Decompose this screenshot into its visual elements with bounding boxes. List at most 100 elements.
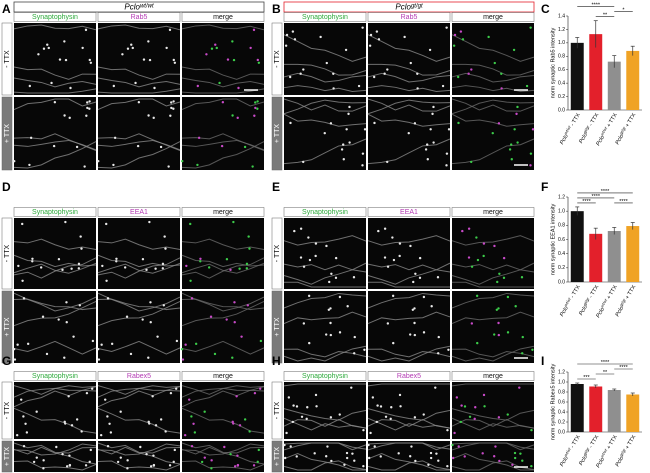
puncta bbox=[437, 459, 440, 462]
puncta bbox=[119, 410, 122, 413]
puncta bbox=[287, 396, 291, 399]
puncta bbox=[353, 459, 356, 462]
micrograph bbox=[452, 218, 534, 289]
puncta bbox=[84, 28, 88, 32]
category-gene: Pclo bbox=[579, 455, 590, 467]
panel-letter: I bbox=[541, 354, 544, 368]
puncta bbox=[470, 322, 474, 325]
channel-label: merge bbox=[483, 209, 503, 216]
category-treatment: - TTX bbox=[570, 284, 582, 299]
puncta bbox=[126, 47, 130, 50]
puncta bbox=[63, 40, 66, 43]
puncta bbox=[437, 335, 440, 339]
micrograph bbox=[368, 382, 450, 439]
puncta bbox=[363, 348, 366, 352]
puncta bbox=[302, 322, 306, 325]
puncta bbox=[121, 53, 124, 56]
puncta bbox=[445, 164, 448, 167]
row-label: + TTX bbox=[274, 124, 281, 143]
puncta bbox=[106, 415, 109, 418]
puncta bbox=[291, 30, 295, 33]
neurite bbox=[367, 63, 451, 76]
puncta bbox=[376, 404, 379, 407]
significance-label: **** bbox=[591, 3, 600, 9]
puncta bbox=[28, 84, 32, 88]
puncta bbox=[86, 101, 89, 104]
category-allele: wt/wt bbox=[563, 296, 572, 307]
neurite bbox=[13, 301, 97, 327]
neurite bbox=[13, 298, 97, 311]
puncta bbox=[497, 307, 500, 310]
channel-box bbox=[181, 12, 265, 22]
puncta bbox=[493, 61, 496, 65]
neurite bbox=[13, 446, 97, 465]
puncta bbox=[91, 387, 94, 390]
category-treatment: + TTX bbox=[625, 434, 638, 450]
neurite bbox=[451, 63, 535, 76]
neurite bbox=[451, 138, 535, 165]
puncta bbox=[343, 463, 346, 466]
puncta bbox=[447, 128, 451, 131]
neurite bbox=[13, 24, 97, 31]
puncta bbox=[291, 420, 295, 424]
puncta bbox=[413, 307, 416, 310]
puncta bbox=[64, 58, 68, 62]
puncta bbox=[22, 297, 26, 300]
puncta bbox=[329, 307, 332, 310]
puncta bbox=[530, 428, 533, 432]
neurite bbox=[13, 133, 97, 152]
puncta bbox=[154, 424, 158, 427]
puncta bbox=[531, 348, 534, 352]
bar bbox=[570, 384, 584, 432]
channel-box bbox=[13, 371, 97, 381]
puncta bbox=[112, 84, 116, 88]
puncta bbox=[253, 114, 256, 117]
puncta bbox=[324, 455, 328, 458]
puncta bbox=[61, 452, 64, 456]
puncta bbox=[373, 445, 376, 448]
genotype-label: Pclogt/gt bbox=[395, 3, 423, 12]
category-allele: gt/gt bbox=[582, 124, 591, 134]
neurite bbox=[97, 301, 181, 327]
neurite bbox=[181, 254, 265, 268]
neurite bbox=[367, 292, 451, 309]
puncta bbox=[252, 464, 256, 467]
puncta bbox=[233, 321, 236, 324]
puncta bbox=[72, 335, 75, 338]
significance-label: * bbox=[622, 8, 625, 14]
puncta bbox=[521, 335, 524, 339]
panel-letter: G bbox=[2, 354, 11, 368]
y-tick-label: 0.2 bbox=[558, 94, 565, 100]
puncta bbox=[418, 256, 422, 260]
puncta bbox=[203, 410, 206, 413]
puncta bbox=[61, 268, 64, 272]
puncta bbox=[85, 391, 89, 395]
channel-label: Synaptophysin bbox=[32, 373, 78, 380]
puncta bbox=[283, 443, 286, 447]
neurite bbox=[451, 408, 535, 421]
puncta bbox=[175, 387, 178, 390]
puncta bbox=[511, 463, 514, 466]
puncta bbox=[389, 417, 392, 421]
puncta bbox=[173, 448, 176, 452]
puncta bbox=[236, 116, 239, 120]
puncta bbox=[164, 247, 167, 250]
neurite bbox=[283, 348, 367, 358]
micrograph bbox=[284, 23, 366, 95]
puncta bbox=[473, 417, 476, 421]
puncta bbox=[445, 152, 449, 155]
puncta bbox=[37, 53, 40, 56]
puncta bbox=[463, 405, 467, 408]
puncta bbox=[521, 459, 524, 462]
neurite bbox=[283, 383, 366, 387]
category-allele: gt/gt bbox=[582, 296, 591, 306]
puncta bbox=[229, 268, 232, 272]
puncta bbox=[147, 420, 150, 424]
puncta bbox=[77, 267, 81, 270]
puncta bbox=[506, 331, 510, 334]
genotype-label: Pclowt/wt bbox=[124, 3, 154, 12]
category-gene: Pclo bbox=[579, 133, 590, 145]
micrograph bbox=[14, 23, 96, 95]
puncta bbox=[521, 352, 524, 355]
puncta bbox=[79, 235, 82, 238]
